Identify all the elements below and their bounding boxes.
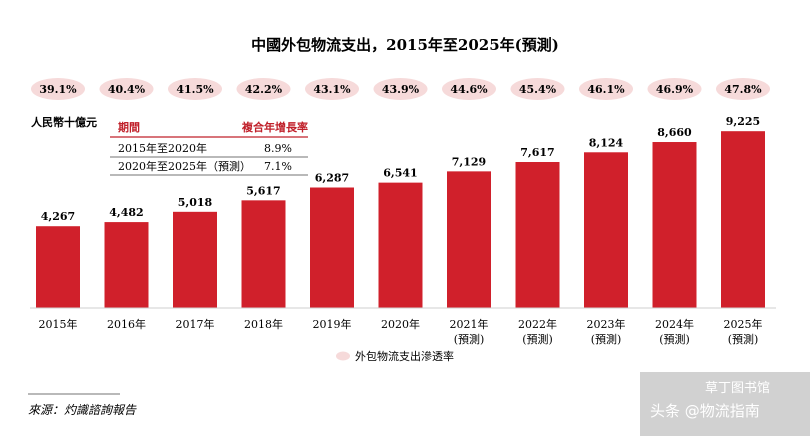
bar-value-label-3: 5,018 [178,196,213,209]
penetration-ellipse-10 [647,78,702,100]
penetration-ellipse-6 [373,78,428,100]
penetration-ellipse-7 [442,78,496,100]
penetration-label-10: 46.9% [656,83,694,96]
bar-11 [721,131,765,308]
x-tick-label-5: 2019年 [313,317,352,331]
bar-2 [104,222,149,308]
bar-value-label-1: 4,267 [41,210,75,223]
bar-value-label-8: 7,617 [520,146,554,159]
penetration-label-4: 42.2% [245,83,283,96]
x-axis-labels: 2015年 2016年 2017年 2018年 2019年 2020年 2021年(預測)2… [39,317,763,346]
legend: 外包物流支出滲透率 [336,349,454,363]
x-tick-label-11: 2025年 [724,317,763,331]
bar-value-label-5: 6,287 [315,171,349,184]
legend-marker [336,351,350,361]
cagr-header-rate: 複合年增長率 [241,120,308,134]
penetration-label-1: 39.1% [39,83,77,96]
cagr-row-1-period: 2015年至2020年 [118,141,207,155]
bar-10 [652,142,697,308]
x-tick-note-11: (預測) [728,332,759,346]
penetration-ellipse-5 [305,78,359,100]
bar-9 [584,152,628,308]
watermark: 草丁图书馆 头条 @物流指南 [640,372,810,436]
cagr-row-2-period: 2020年至2025年（預測） [118,159,251,173]
x-tick-note-8: (預測) [522,332,553,346]
penetration-label-6: 43.9% [382,83,420,96]
watermark-logo-text: 草丁图书馆 [705,381,770,396]
legend-label: 外包物流支出滲透率 [355,349,454,363]
x-tick-label-1: 2015年 [39,317,78,331]
penetration-label-3: 41.5% [176,83,214,96]
bar-4 [241,200,286,308]
bar-value-label-9: 8,124 [589,136,624,149]
chart-title: 中國外包物流支出，2015年至2025年(預測) [251,36,559,54]
penetration-ellipse-11 [716,78,770,100]
cagr-row-2-rate: 7.1% [264,160,292,173]
x-tick-label-3: 2017年 [176,317,215,331]
penetration-label-9: 46.1% [587,83,625,96]
x-tick-label-4: 2018年 [244,317,283,331]
penetration-ellipse-9 [579,78,633,100]
penetration-label-11: 47.8% [724,83,762,96]
cagr-row-1-rate: 8.9% [264,142,292,155]
bar-5 [310,187,354,308]
x-tick-note-7: (預測) [454,332,485,346]
bars: 4,267 4,482 5,018 5,617 6,287 6,541 7,129 7,617… [36,115,765,308]
source-note: 來源：灼識諮詢報告 [28,403,137,417]
penetration-ellipse-2 [99,78,154,100]
x-tick-label-6: 2020年 [381,317,420,331]
bar-value-label-4: 5,617 [246,184,280,197]
bar-value-label-7: 7,129 [452,155,486,168]
watermark-shade [640,372,810,436]
bar-value-label-10: 8,660 [657,126,692,139]
penetration-ellipse-4 [236,78,291,100]
x-tick-label-2: 2016年 [107,317,146,331]
bar-value-label-2: 4,482 [109,206,143,219]
x-tick-label-8: 2022年 [518,317,557,331]
penetration-label-5: 43.1% [313,83,351,96]
watermark-text: 头条 @物流指南 [650,402,760,420]
penetration-ellipse-8 [510,78,565,100]
x-tick-label-7: 2021年 [450,317,489,331]
bar-3 [173,211,217,308]
bar-6 [378,182,423,308]
bar-value-label-6: 6,541 [383,167,417,180]
x-tick-note-10: (預測) [659,332,690,346]
bar-8 [515,162,560,308]
bar-7 [447,171,491,308]
penetration-label-8: 45.4% [519,83,557,96]
y-axis-unit: 人民幣十億元 [31,115,97,129]
bar-1 [36,226,80,308]
x-tick-label-9: 2023年 [587,317,626,331]
cagr-header-period: 期間 [118,120,140,134]
x-tick-note-9: (預測) [591,332,622,346]
bar-value-label-11: 9,225 [726,115,760,128]
penetration-label-7: 44.6% [450,83,488,96]
penetration-label-2: 40.4% [108,83,146,96]
penetration-row: 39.1% 40.4% 41.5% 42.2% 43.1% 43.9% 44.6% 45.4%… [31,78,770,100]
penetration-ellipse-3 [168,78,222,100]
x-tick-label-10: 2024年 [655,317,694,331]
penetration-ellipse-1 [31,78,85,100]
cagr-table: 期間 複合年增長率 2015年至2020年 8.9% 2020年至2025年（預… [110,120,308,176]
